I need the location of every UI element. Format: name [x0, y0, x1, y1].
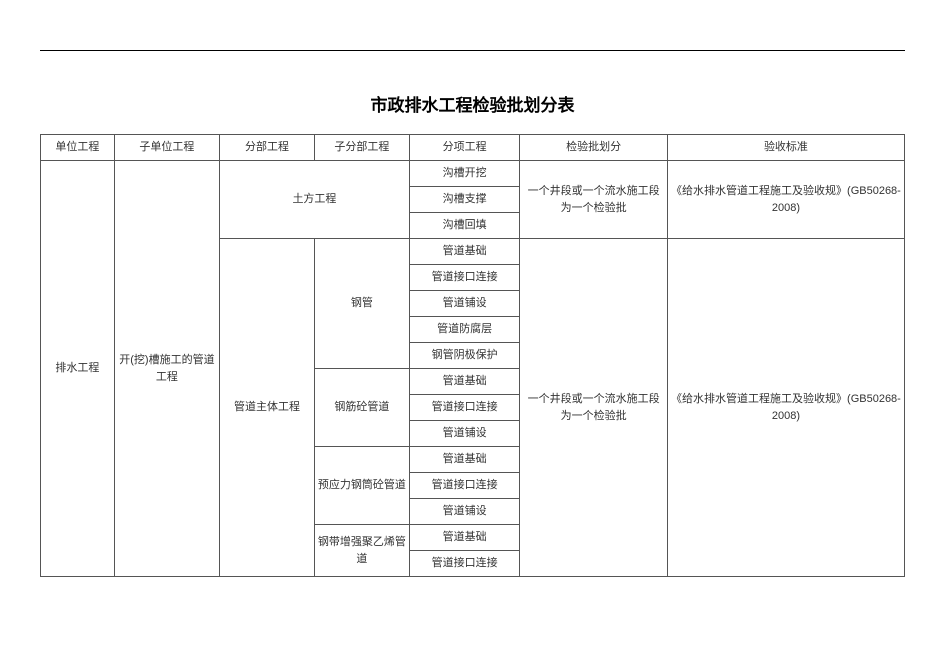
cell-earthwork: 土方工程: [220, 161, 410, 239]
cell-item: 钢管阴极保护: [409, 343, 520, 369]
cell-rc: 钢筋砼管道: [314, 369, 409, 447]
cell-item: 管道接口连接: [409, 473, 520, 499]
header-sub-unit: 子单位工程: [114, 135, 219, 161]
header-sub-division: 子分部工程: [314, 135, 409, 161]
cell-item: 沟槽支撑: [409, 187, 520, 213]
cell-item: 管道基础: [409, 447, 520, 473]
cell-sub-unit: 开(挖)槽施工的管道工程: [114, 161, 219, 577]
cell-item: 管道基础: [409, 239, 520, 265]
cell-unit: 排水工程: [41, 161, 115, 577]
top-rule: [40, 50, 905, 51]
cell-standard: 《给水排水管道工程施工及验收规》(GB50268-2008): [667, 239, 904, 577]
cell-item: 管道铺设: [409, 421, 520, 447]
cell-item: 管道基础: [409, 369, 520, 395]
cell-item: 管道基础: [409, 525, 520, 551]
cell-item: 管道铺设: [409, 499, 520, 525]
header-batch: 检验批划分: [520, 135, 668, 161]
header-item: 分项工程: [409, 135, 520, 161]
cell-pe: 钢带增强聚乙烯管道: [314, 525, 409, 577]
cell-standard: 《给水排水管道工程施工及验收规》(GB50268-2008): [667, 161, 904, 239]
table-row: 排水工程 开(挖)槽施工的管道工程 土方工程 沟槽开挖 一个井段或一个流水施工段…: [41, 161, 905, 187]
cell-batch: 一个井段或一个流水施工段为一个检验批: [520, 239, 668, 577]
header-unit: 单位工程: [41, 135, 115, 161]
cell-item: 管道接口连接: [409, 265, 520, 291]
header-standard: 验收标准: [667, 135, 904, 161]
cell-item: 管道接口连接: [409, 551, 520, 577]
cell-item: 沟槽回填: [409, 213, 520, 239]
header-division: 分部工程: [220, 135, 315, 161]
cell-item: 管道防腐层: [409, 317, 520, 343]
table-header-row: 单位工程 子单位工程 分部工程 子分部工程 分项工程 检验批划分 验收标准: [41, 135, 905, 161]
cell-pipe-main: 管道主体工程: [220, 239, 315, 577]
cell-batch: 一个井段或一个流水施工段为一个检验批: [520, 161, 668, 239]
cell-item: 沟槽开挖: [409, 161, 520, 187]
cell-steel: 钢管: [314, 239, 409, 369]
cell-prestressed: 预应力钢筒砼管道: [314, 447, 409, 525]
cell-item: 管道铺设: [409, 291, 520, 317]
cell-item: 管道接口连接: [409, 395, 520, 421]
document-page: 市政排水工程检验批划分表 单位工程 子单位工程 分部工程 子分部工程 分项工程 …: [0, 0, 945, 617]
inspection-table: 单位工程 子单位工程 分部工程 子分部工程 分项工程 检验批划分 验收标准 排水…: [40, 134, 905, 577]
document-title: 市政排水工程检验批划分表: [40, 91, 905, 116]
